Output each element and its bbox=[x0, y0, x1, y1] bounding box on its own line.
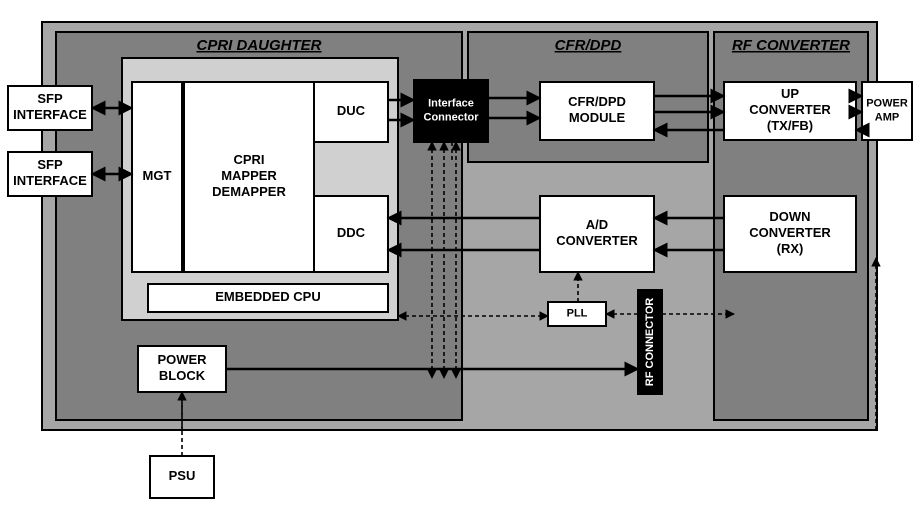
pll-label-0: PLL bbox=[567, 307, 588, 319]
pblock-label-1: BLOCK bbox=[159, 368, 206, 383]
iface-label-0: Interface bbox=[428, 97, 474, 109]
upconv-label-2: (TX/FB) bbox=[767, 118, 813, 133]
cpri-title: CPRI DAUGHTER bbox=[196, 37, 321, 54]
sfp1-label-1: INTERFACE bbox=[13, 107, 87, 122]
duc-label-0: DUC bbox=[337, 103, 366, 118]
adc-label-0: A/D bbox=[586, 217, 608, 232]
mapper-label-1: MAPPER bbox=[221, 168, 277, 183]
pblock-label-0: POWER bbox=[157, 352, 207, 367]
psu-label-0: PSU bbox=[169, 468, 196, 483]
downc-label-1: CONVERTER bbox=[749, 225, 831, 240]
ecpu-label-0: EMBEDDED CPU bbox=[215, 289, 320, 304]
downc-label-2: (RX) bbox=[777, 241, 804, 256]
adc-label-1: CONVERTER bbox=[556, 233, 638, 248]
iface-label-1: Connector bbox=[424, 111, 480, 123]
rfconv-title: RF CONVERTER bbox=[732, 37, 850, 54]
sfp2-label-0: SFP bbox=[37, 157, 63, 172]
cfrdpdm-label-1: MODULE bbox=[569, 110, 626, 125]
mapper-label-2: DEMAPPER bbox=[212, 184, 286, 199]
pamp-label-0: POWER bbox=[866, 97, 908, 109]
mgt-label-0: MGT bbox=[143, 168, 172, 183]
downc-label-0: DOWN bbox=[769, 209, 810, 224]
upconv-label-0: UP bbox=[781, 86, 799, 101]
pamp-label-1: AMP bbox=[875, 111, 899, 123]
upconv-label-1: CONVERTER bbox=[749, 102, 831, 117]
ddc-label-0: DDC bbox=[337, 225, 366, 240]
cfrdpdm-label-0: CFR/DPD bbox=[568, 94, 626, 109]
sfp2-label-1: INTERFACE bbox=[13, 173, 87, 188]
sfp1-label-0: SFP bbox=[37, 91, 63, 106]
mapper-label-0: CPRI bbox=[233, 152, 264, 167]
cfrdpd-title: CFR/DPD bbox=[555, 37, 622, 54]
rfconn-label: RF CONNECTOR bbox=[644, 298, 656, 386]
